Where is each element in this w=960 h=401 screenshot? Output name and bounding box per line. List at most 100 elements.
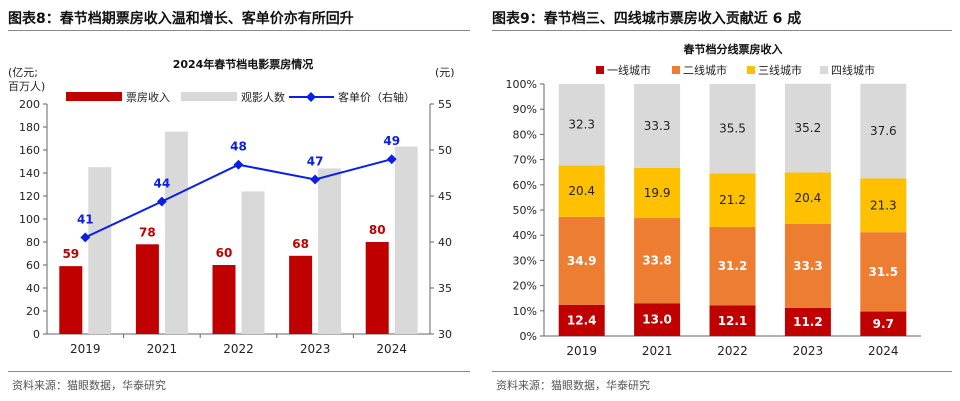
chart-title: 春节档分线票房收入	[684, 42, 783, 56]
stack-segment-tier-3	[709, 173, 756, 227]
stack-segment-tier-3	[860, 178, 907, 233]
stack-segment-tier-4	[860, 83, 907, 179]
x-tick-label: 2024	[868, 344, 899, 358]
right-figure-panel: 图表9：春节档三、四线城市票房收入贡献近 6 成 春节档分线票房收入一线城市 二线…	[484, 0, 960, 401]
legend-swatch-viewers	[181, 92, 237, 101]
y-tick-label: 100%	[506, 78, 537, 91]
right-title-divider	[492, 30, 952, 31]
x-tick-label: 2023	[300, 342, 331, 356]
data-label-tier-2: 34.9	[567, 254, 597, 268]
y-tick-label: 180	[19, 121, 40, 134]
y2-tick-label: 50	[438, 144, 452, 157]
bar-box-office	[135, 244, 159, 334]
legend-label-tier-4: 四线城市	[831, 63, 875, 77]
y-tick-label: 60	[26, 259, 40, 272]
y-tick-label: 90%	[513, 103, 537, 116]
price-marker	[386, 154, 397, 165]
legend-label-tier-1: 一线城市	[607, 63, 651, 77]
legend-marker-price	[306, 92, 316, 102]
x-tick-label: 2021	[642, 344, 673, 358]
right-figure-title: 图表9：春节档三、四线城市票房收入贡献近 6 成	[492, 11, 802, 27]
stack-segment-tier-4	[634, 84, 681, 168]
stack-segment-tier-1	[860, 311, 907, 336]
stack-segment-tier-1	[784, 307, 831, 336]
legend-label-box-office: 票房收入	[126, 90, 170, 104]
stack-segment-tier-3	[784, 172, 831, 224]
y-tick-label: 140	[19, 167, 40, 180]
data-label-price: 48	[230, 140, 247, 154]
legend-label-tier-3: 三线城市	[758, 63, 802, 77]
y-tick-label: 40	[26, 282, 40, 295]
stack-segment-tier-4	[558, 84, 605, 166]
y2-tick-label: 35	[438, 282, 452, 295]
y-axis-label: 百万人)	[8, 80, 45, 93]
right-source-note: 资料来源：猫眼数据，华泰研究	[496, 379, 650, 392]
y-tick-label: 40%	[513, 229, 537, 242]
x-tick-label: 2023	[793, 344, 824, 358]
legend-swatch-box-office	[66, 92, 122, 101]
box-office-combo-chart: 2024年春节档电影票房情况 (亿元;百万人) (元) 票房收入 观影人数 客单价（右轴）…	[8, 57, 455, 356]
data-label-tier-4: 35.2	[795, 121, 822, 135]
bar-viewers	[164, 131, 188, 334]
y-tick-label: 30%	[513, 254, 537, 267]
data-label-tier-3: 19.9	[644, 186, 671, 200]
stack-segment-tier-4	[709, 84, 756, 174]
stack-segment-tier-2	[784, 223, 831, 308]
stack-segment-tier-4	[784, 83, 831, 173]
data-label-price: 41	[77, 212, 94, 226]
x-tick-label: 2022	[223, 342, 254, 356]
bar-box-office	[59, 266, 83, 334]
stack-segment-tier-2	[558, 216, 605, 305]
y2-tick-label: 55	[438, 98, 452, 111]
data-label-price: 47	[307, 154, 324, 168]
y2-tick-label: 45	[438, 190, 452, 203]
legend-label-tier-2: 二线城市	[683, 63, 727, 77]
chart-title: 2024年春节档电影票房情况	[173, 57, 314, 71]
stack-segment-tier-1	[634, 303, 681, 336]
data-label-box-office: 59	[62, 247, 79, 261]
data-label-tier-2: 31.5	[868, 265, 898, 279]
y-tick-label: 80%	[513, 128, 537, 141]
x-tick-label: 2024	[376, 342, 407, 356]
legend-swatch-tier-1	[596, 66, 604, 74]
y-tick-label: 120	[19, 190, 40, 203]
data-label-tier-4: 33.3	[644, 119, 671, 133]
bar-viewers	[241, 191, 265, 334]
data-label-box-office: 60	[216, 246, 233, 260]
data-label-tier-1: 12.4	[567, 313, 597, 327]
data-label-box-office: 80	[369, 223, 386, 237]
data-label-tier-1: 13.0	[642, 313, 672, 327]
data-label-tier-3: 21.2	[719, 193, 746, 207]
data-label-tier-3: 20.4	[795, 191, 822, 205]
x-tick-label: 2021	[147, 342, 178, 356]
legend-swatch-tier-2	[672, 66, 680, 74]
y2-tick-label: 40	[438, 236, 452, 249]
data-label-tier-1: 12.1	[718, 314, 748, 328]
data-label-tier-2: 33.8	[642, 254, 672, 268]
left-source-note: 资料来源：猫眼数据，华泰研究	[12, 379, 166, 392]
price-marker	[156, 196, 167, 207]
bar-box-office	[365, 242, 389, 334]
x-tick-label: 2019	[70, 342, 101, 356]
left-title-divider	[8, 30, 470, 31]
y-tick-label: 50%	[513, 204, 537, 217]
y-tick-label: 20%	[513, 280, 537, 293]
legend-swatch-tier-4	[820, 66, 828, 74]
data-label-tier-1: 9.7	[873, 317, 894, 331]
stack-segment-tier-2	[709, 226, 756, 306]
y-axis-label: (亿元;	[8, 66, 38, 79]
bar-viewers	[394, 146, 418, 334]
data-label-tier-2: 33.3	[793, 259, 823, 273]
y-tick-label: 200	[19, 98, 40, 111]
bar-box-office	[212, 265, 236, 334]
y2-tick-label: 30	[438, 328, 452, 341]
y-tick-label: 70%	[513, 154, 537, 167]
data-label-price: 44	[154, 177, 171, 191]
left-bottom-divider	[8, 371, 470, 372]
price-marker	[80, 232, 91, 243]
y-tick-label: 160	[19, 144, 40, 157]
stack-segment-tier-3	[634, 167, 681, 219]
y-tick-label: 80	[26, 236, 40, 249]
price-marker	[233, 159, 244, 170]
y-tick-label: 0%	[520, 330, 537, 343]
